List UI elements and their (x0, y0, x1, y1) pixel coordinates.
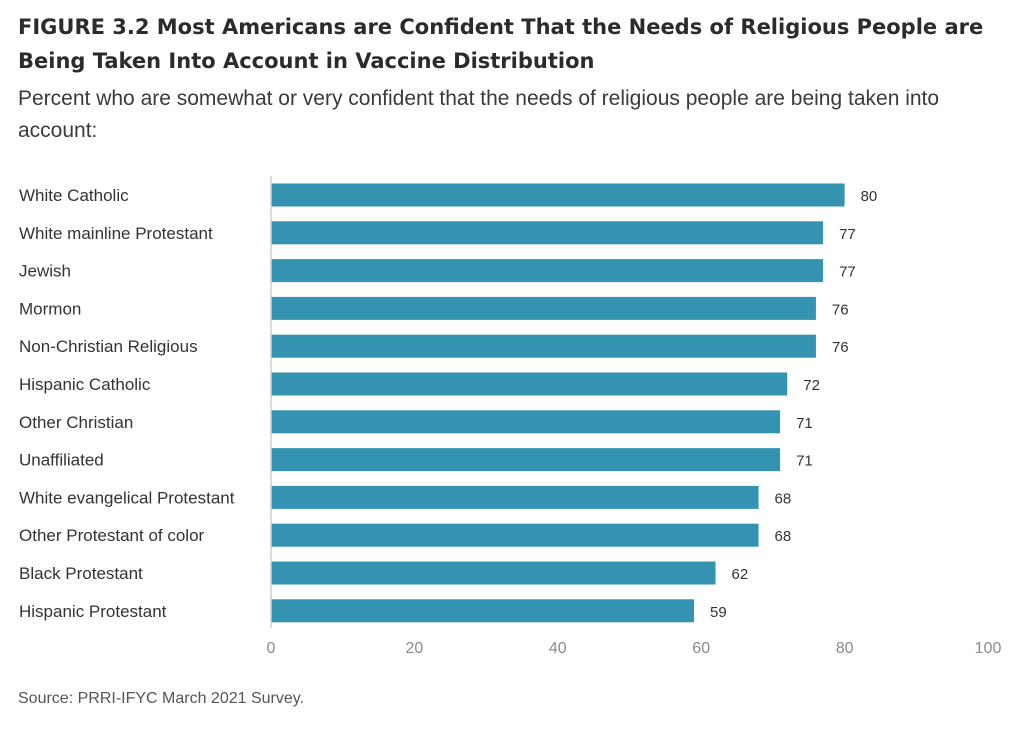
value-label: 68 (775, 528, 792, 545)
value-label: 71 (796, 415, 813, 432)
value-label: 71 (796, 453, 813, 470)
x-tick-label: 80 (836, 640, 854, 657)
x-tick-label: 20 (406, 640, 424, 657)
category-label: Non-Christian Religious (19, 337, 198, 356)
chart-subtitle: Percent who are somewhat or very confide… (18, 87, 940, 142)
category-label: White mainline Protestant (19, 224, 213, 243)
category-labels-group: White Catholic White mainline Protestant J… (19, 186, 235, 621)
bar (271, 183, 845, 207)
bar (271, 221, 824, 245)
value-label: 76 (832, 339, 849, 356)
x-tick-label: 0 (267, 640, 276, 657)
category-label: White evangelical Protestant (19, 488, 235, 507)
category-label: Hispanic Protestant (19, 602, 167, 621)
bar (271, 410, 781, 434)
bar (271, 523, 759, 547)
bars-group (271, 183, 845, 623)
value-label: 77 (839, 264, 856, 281)
bar (271, 259, 824, 283)
bar (271, 372, 788, 396)
x-tick-labels-group: 0 20 40 60 80 100 (267, 640, 1002, 657)
category-label: Other Protestant of color (19, 526, 205, 545)
source-note: Source: PRRI-IFYC March 2021 Survey. (18, 690, 305, 707)
chart-title: FIGURE 3.2 Most Americans are Confident … (18, 15, 984, 73)
bar (271, 296, 816, 320)
x-tick-label: 100 (975, 640, 1002, 657)
bar (271, 485, 759, 509)
category-label: Mormon (19, 299, 81, 318)
category-label: White Catholic (19, 186, 129, 205)
value-label: 68 (775, 490, 792, 507)
value-label: 76 (832, 301, 849, 318)
x-tick-label: 40 (549, 640, 567, 657)
value-label: 80 (861, 188, 878, 205)
value-labels-group: 80 77 77 76 76 72 71 71 68 68 62 59 (710, 188, 877, 621)
value-label: 62 (732, 566, 749, 583)
bar (271, 561, 716, 585)
value-label: 59 (710, 604, 727, 621)
category-label: Unaffiliated (19, 451, 104, 470)
x-tick-label: 60 (692, 640, 710, 657)
bar (271, 599, 695, 623)
bar (271, 334, 816, 358)
bar (271, 448, 781, 472)
category-label: Jewish (19, 262, 71, 281)
category-label: Hispanic Catholic (19, 375, 151, 394)
value-label: 77 (839, 226, 856, 243)
category-label: Other Christian (19, 413, 133, 432)
value-label: 72 (803, 377, 820, 394)
category-label: Black Protestant (19, 564, 143, 583)
